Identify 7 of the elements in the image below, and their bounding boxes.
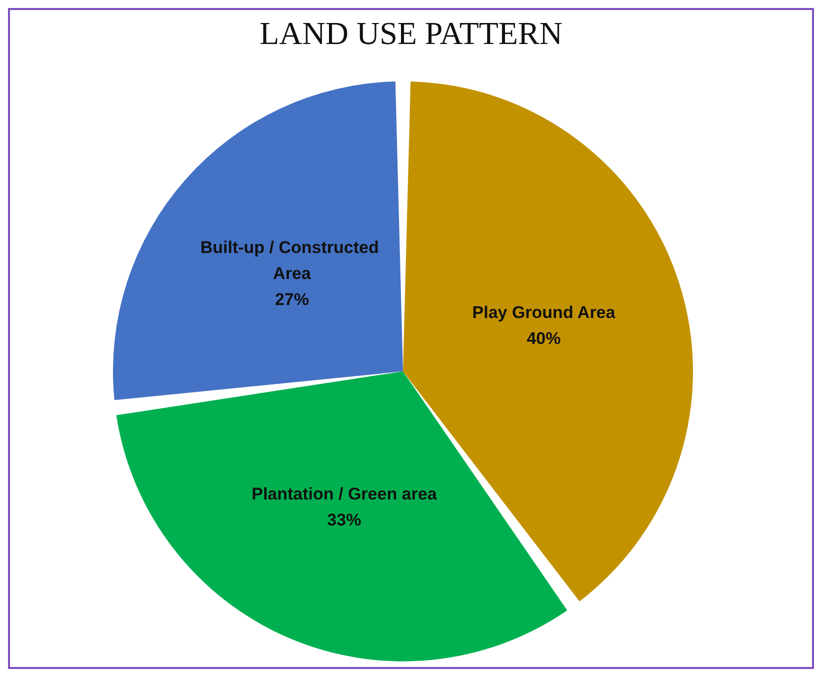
slice-label: Play Ground Area [472, 303, 616, 322]
chart-title: LAND USE PATTERN [260, 15, 562, 51]
slice-label: Built-up / Constructed Area [200, 238, 384, 283]
data-label: 33% [327, 510, 362, 530]
data-label: 27% [274, 290, 309, 309]
slice-label: Plantation / Green area [252, 484, 438, 504]
data-label: 40% [526, 329, 561, 348]
